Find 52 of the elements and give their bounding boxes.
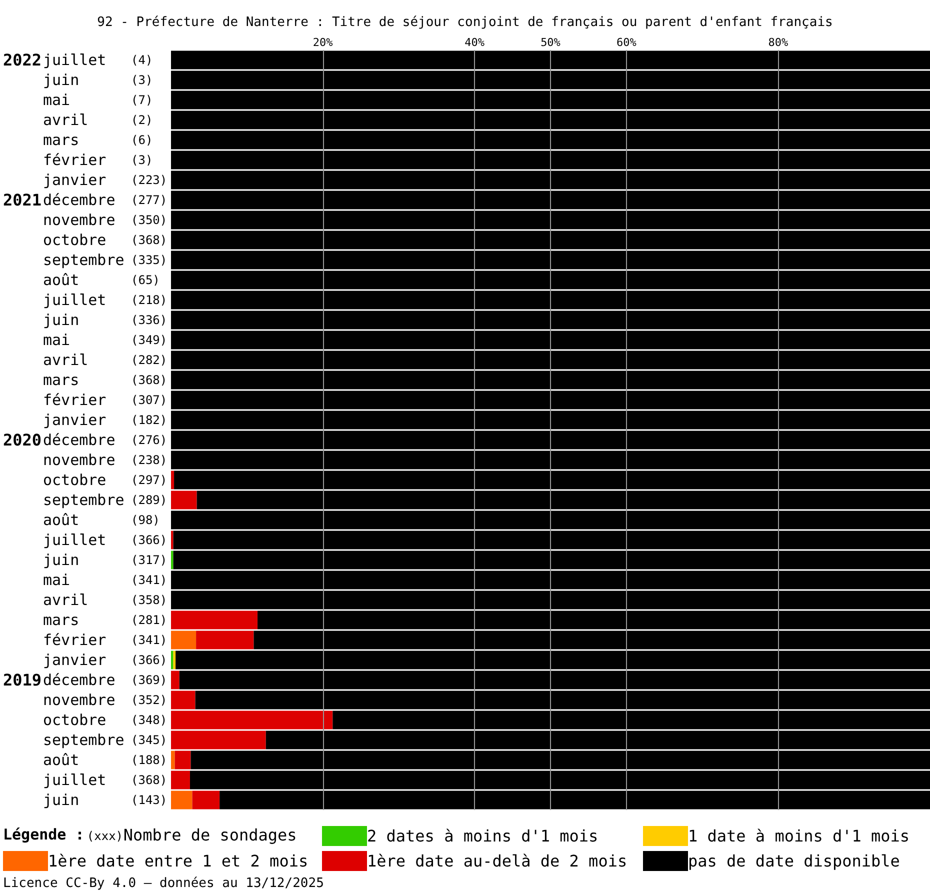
- y-tick-label: septembre (289): [43, 491, 168, 509]
- y-tick-label: novembre (238): [43, 451, 168, 469]
- chart-title: 92 - Préfecture de Nanterre : Titre de séjour conjoint de français ou parent d'enfant français: [97, 15, 833, 30]
- category-label: octobre (368): [43, 231, 168, 249]
- y-tick-label: novembre (350): [43, 211, 168, 229]
- category-label: juillet (218): [43, 291, 168, 309]
- category-label: janvier (366): [43, 651, 168, 669]
- category-label: février (307): [43, 391, 168, 409]
- category-label: janvier (182): [43, 411, 168, 429]
- y-tick-label: 2021décembre (277): [3, 190, 168, 210]
- category-label: 2022juillet (4): [3, 50, 153, 70]
- x-tick-label: 50%: [540, 36, 561, 49]
- category-label: juin (3): [43, 71, 153, 89]
- legend-label: 1ère date au-delà de 2 mois: [367, 852, 628, 870]
- category-label: mars (368): [43, 371, 168, 389]
- y-tick-label: septembre (345): [43, 731, 168, 749]
- legend-label: 1ère date entre 1 et 2 mois: [48, 852, 308, 870]
- category-label: août (65): [43, 271, 160, 289]
- y-tick-label: septembre (335): [43, 251, 168, 269]
- category-label: juillet (368): [43, 771, 168, 789]
- category-label: mai (7): [43, 91, 153, 109]
- category-label: juin (336): [43, 311, 168, 329]
- category-label: janvier (223): [43, 171, 168, 189]
- category-label: mai (349): [43, 331, 168, 349]
- category-label: août (98): [43, 511, 160, 529]
- x-tick-label: 80%: [768, 36, 789, 49]
- x-tick-label: 20%: [312, 36, 334, 49]
- y-tick-label: 2019décembre (369): [3, 670, 168, 690]
- category-label: février (3): [43, 151, 153, 169]
- category-label: mai (341): [43, 571, 168, 589]
- category-label: juin (317): [43, 551, 168, 569]
- category-label: avril (358): [43, 591, 168, 609]
- y-tick-label: 2020décembre (276): [3, 430, 168, 450]
- category-label: février (341): [43, 631, 168, 649]
- text: (xxx)Nombre de sondages: [86, 826, 297, 844]
- category-label: octobre (297): [43, 471, 168, 489]
- category-label: mars (281): [43, 611, 168, 629]
- category-label: avril (282): [43, 351, 168, 369]
- category-label: juin (143): [43, 791, 168, 809]
- category-label: août (188): [43, 751, 168, 769]
- legend-label: 1 date à moins d'1 mois: [688, 826, 910, 846]
- category-label: juillet (366): [43, 531, 168, 549]
- legend-label: pas de date disponible: [688, 852, 900, 870]
- legend-label: 2 dates à moins d'1 mois: [367, 826, 598, 846]
- text: Licence CC-By 4.0 — données au 13/12/2025: [3, 876, 324, 891]
- y-tick-label: novembre (352): [43, 691, 168, 709]
- category-label: mars (6): [43, 131, 153, 149]
- x-tick-label: 60%: [616, 36, 637, 49]
- category-label: octobre (348): [43, 711, 168, 729]
- category-label: avril (2): [43, 111, 153, 129]
- x-tick-label: 40%: [464, 36, 485, 49]
- legend-title: Légende :: [3, 826, 84, 844]
